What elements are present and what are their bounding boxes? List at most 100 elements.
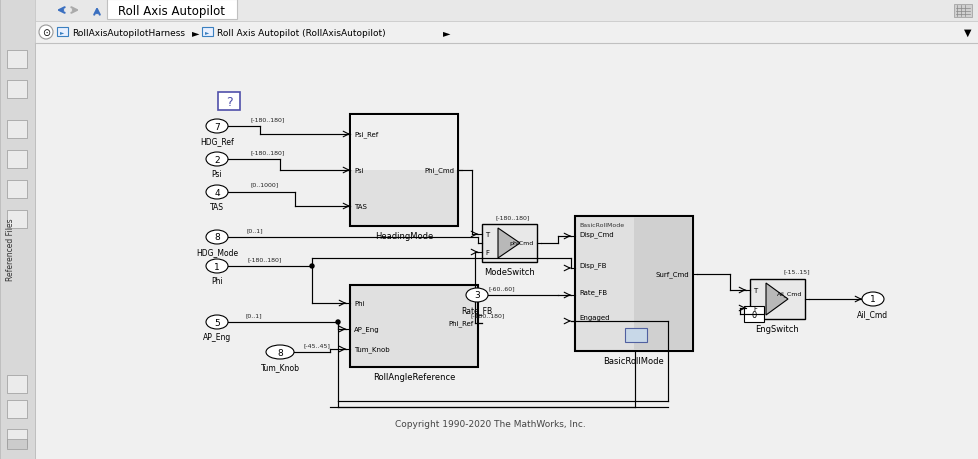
Text: 4: 4 [214,188,220,197]
Text: 8: 8 [214,233,220,242]
Circle shape [39,26,53,40]
Text: Disp_FB: Disp_FB [578,262,606,268]
Text: 1: 1 [214,262,220,271]
Text: Psi_Ref: Psi_Ref [354,131,378,138]
Bar [35,22,978,44]
Bar [7,375,27,393]
Text: BasicRollMode: BasicRollMode [603,356,664,365]
Text: [0..1]: [0..1] [245,313,262,318]
Bar [7,51,27,69]
Text: Roll Axis Autopilot (RollAxisAutopilot): Roll Axis Autopilot (RollAxisAutopilot) [217,28,385,38]
Text: Tum_Knob: Tum_Knob [260,362,299,371]
Text: ►: ► [61,30,65,35]
Bar [749,280,804,319]
Bar [953,5,971,18]
Text: Ail_Cmd: Ail_Cmd [857,309,888,318]
Text: [-180..180]: [-180..180] [250,117,285,122]
Text: 1: 1 [869,295,875,304]
Bar [7,429,27,447]
Text: ▼: ▼ [963,28,971,38]
Text: F: F [484,249,488,256]
Bar [7,211,27,229]
Text: Psi: Psi [354,168,363,174]
Bar [624,328,646,342]
Bar [7,180,27,199]
Text: 3: 3 [473,291,479,300]
Ellipse shape [205,259,228,274]
Text: Surf_Cmd: Surf_Cmd [654,271,689,278]
Ellipse shape [466,288,487,302]
Text: Phi_Cmd: Phi_Cmd [423,167,454,174]
Text: ⊙: ⊙ [42,28,50,38]
Text: 0: 0 [750,310,756,319]
Text: 7: 7 [214,122,220,131]
Text: ModeSwitch: ModeSwitch [484,268,534,276]
Text: Rate_FB: Rate_FB [461,305,492,314]
Text: Ail_Cmd: Ail_Cmd [776,291,801,296]
Text: EngSwitch: EngSwitch [755,325,799,333]
Text: [-180..180]: [-180..180] [250,150,285,155]
Bar [218,93,240,111]
Text: Engaged: Engaged [578,314,609,320]
Bar [7,439,27,449]
Text: ►: ► [192,28,200,38]
Bar [350,285,477,367]
Text: F: F [752,305,756,311]
Circle shape [310,264,314,269]
Bar [57,28,67,37]
Bar [7,121,27,139]
Bar [7,400,27,418]
Text: RollAngleReference: RollAngleReference [373,372,455,381]
Text: T: T [484,231,489,237]
Text: [-60..60]: [-60..60] [488,286,514,291]
Text: ►: ► [205,30,209,35]
Bar [35,0,978,22]
Text: BasicRollMode: BasicRollMode [578,223,624,228]
Text: HDG_Mode: HDG_Mode [196,247,238,257]
Text: Phi_Ref: Phi_Ref [448,320,473,327]
Bar [350,115,458,226]
Text: [-45..45]: [-45..45] [303,343,331,348]
Bar [351,116,457,171]
Text: [-180..180]: [-180..180] [247,257,282,262]
Text: RollAxisAutopilotHarness: RollAxisAutopilotHarness [72,28,185,38]
Bar [7,151,27,168]
Text: 5: 5 [214,318,220,327]
Text: [-15..15]: [-15..15] [782,269,810,274]
Text: ?: ? [226,95,232,108]
Text: Disp_Cmd: Disp_Cmd [578,230,613,237]
Bar [0,0,35,459]
Text: [-180..180]: [-180..180] [495,215,530,220]
Ellipse shape [266,345,293,359]
Bar [574,217,692,351]
Ellipse shape [861,292,883,306]
Bar [634,218,691,350]
Ellipse shape [205,153,228,167]
Text: [0..1]: [0..1] [246,228,263,233]
Ellipse shape [205,315,228,329]
Text: Psi: Psi [211,170,222,179]
Bar [201,28,213,37]
Text: 8: 8 [277,348,283,357]
Bar [7,81,27,99]
Ellipse shape [205,120,228,134]
Ellipse shape [205,230,228,245]
Bar [107,0,237,20]
Ellipse shape [205,185,228,200]
Text: TAS: TAS [210,202,224,212]
Text: [0..1000]: [0..1000] [250,182,279,187]
Text: Referenced Files: Referenced Files [6,218,15,281]
Circle shape [335,320,339,325]
Polygon shape [498,229,519,258]
Text: phiCmd: phiCmd [510,241,533,246]
Text: Phi: Phi [354,300,364,306]
Text: T: T [752,287,756,293]
Text: ►: ► [443,28,450,38]
Text: Rate_FB: Rate_FB [578,288,606,295]
Text: Copyright 1990-2020 The MathWorks, Inc.: Copyright 1990-2020 The MathWorks, Inc. [394,420,585,429]
Text: AP_Eng: AP_Eng [354,326,379,333]
Text: AP_Eng: AP_Eng [202,332,231,341]
Text: Phi: Phi [211,276,223,285]
Text: [-180..180]: [-180..180] [470,313,505,318]
Bar [481,224,537,263]
